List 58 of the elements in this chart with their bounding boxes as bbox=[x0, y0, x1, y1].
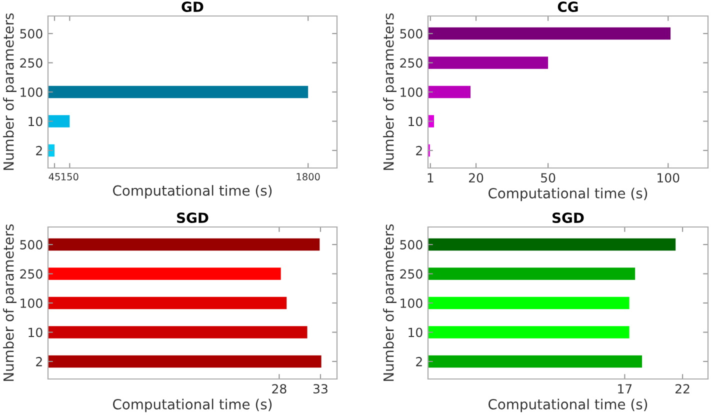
x-axis-title: Computational time (s) bbox=[488, 398, 648, 412]
bar bbox=[48, 86, 308, 98]
y-tick-label: 250 bbox=[20, 269, 42, 279]
y-tick-label: 10 bbox=[28, 328, 42, 338]
bar bbox=[428, 238, 676, 251]
chart-title: SGD bbox=[177, 212, 208, 224]
y-tick-label: 100 bbox=[400, 298, 422, 308]
y-tick-label: 500 bbox=[400, 240, 422, 250]
chart-title: GD bbox=[182, 2, 204, 12]
y-tick-label: 2 bbox=[36, 146, 42, 156]
bar bbox=[428, 86, 471, 98]
y-axis-title: Number of parameters bbox=[383, 224, 396, 381]
x-axis-title: Computational time (s) bbox=[488, 188, 648, 202]
y-tick-label: 10 bbox=[408, 328, 422, 338]
bar bbox=[48, 296, 287, 310]
x-tick-label: 17 bbox=[618, 384, 632, 394]
x-tick-label: 50 bbox=[541, 173, 556, 183]
y-tick-label: 250 bbox=[400, 269, 422, 279]
bar bbox=[48, 115, 70, 128]
y-axis-title: Number of parameters bbox=[383, 13, 396, 170]
y-tick-label: 500 bbox=[400, 29, 422, 38]
y-tick-label: 2 bbox=[416, 356, 422, 366]
chart-title: SGD bbox=[552, 212, 584, 224]
y-tick-label: 250 bbox=[20, 58, 42, 68]
y-tick-label: 2 bbox=[36, 356, 42, 366]
y-tick-label: 500 bbox=[20, 29, 42, 38]
bar bbox=[48, 326, 308, 338]
bar bbox=[428, 296, 630, 310]
x-tick-label: 33 bbox=[313, 384, 328, 394]
y-axis-title: Number of parameters bbox=[3, 13, 16, 170]
x-tick-label: 100 bbox=[658, 173, 680, 183]
y-tick-label: 500 bbox=[20, 240, 42, 250]
bar bbox=[428, 56, 548, 69]
bar bbox=[428, 326, 630, 338]
x-axis-title: Computational time (s) bbox=[113, 185, 272, 198]
y-tick-label: 100 bbox=[400, 87, 422, 97]
x-tick-label: 150 bbox=[61, 173, 78, 180]
chart-title: CG bbox=[558, 2, 578, 12]
x-tick-label: 20 bbox=[468, 173, 484, 183]
y-axis-title: Number of parameters bbox=[3, 224, 16, 381]
y-tick-label: 250 bbox=[400, 58, 422, 68]
x-tick-label: 1 bbox=[428, 173, 434, 182]
y-tick-label: 10 bbox=[28, 116, 42, 126]
bar bbox=[48, 238, 320, 251]
bar bbox=[428, 268, 636, 280]
x-tick-label: 45 bbox=[48, 173, 60, 180]
y-tick-label: 100 bbox=[20, 298, 42, 308]
y-tick-label: 2 bbox=[416, 146, 422, 156]
x-tick-label: 22 bbox=[676, 384, 690, 394]
y-tick-label: 100 bbox=[20, 87, 42, 97]
bar bbox=[48, 268, 281, 280]
bar bbox=[428, 355, 642, 368]
y-tick-label: 10 bbox=[408, 116, 422, 126]
bar bbox=[48, 355, 322, 368]
x-axis-title: Computational time (s) bbox=[113, 398, 272, 412]
x-tick-label: 28 bbox=[272, 384, 286, 394]
bar bbox=[428, 27, 671, 40]
x-tick-label: 1800 bbox=[296, 173, 320, 180]
